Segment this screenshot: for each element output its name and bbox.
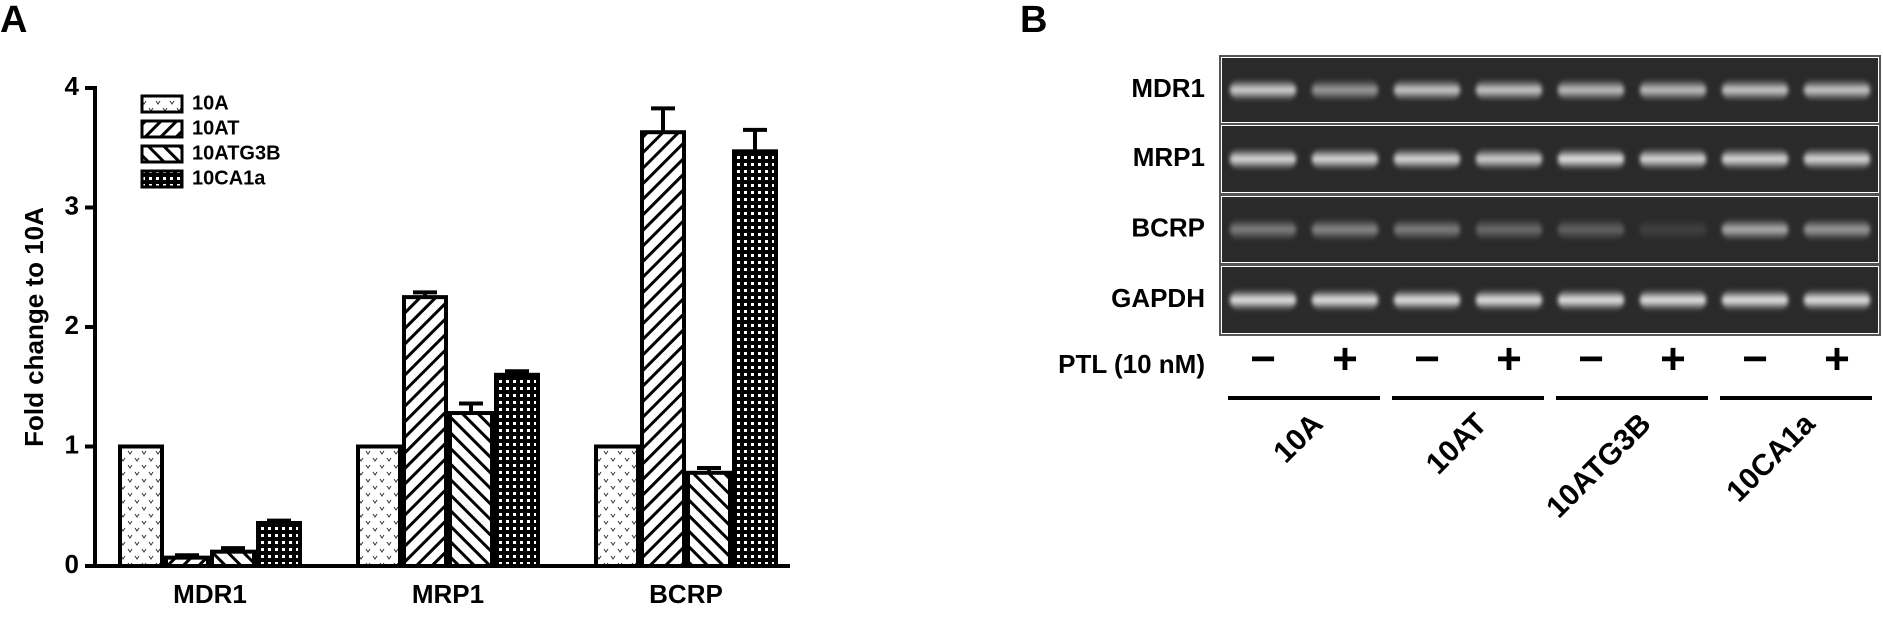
gel-band bbox=[1312, 79, 1378, 101]
panel-label: B bbox=[1020, 0, 1047, 41]
legend-label: 10AT bbox=[192, 117, 239, 139]
legend-swatch bbox=[140, 144, 184, 164]
gel-band bbox=[1476, 289, 1542, 311]
gel-band bbox=[1394, 289, 1460, 311]
gel-row-label: GAPDH bbox=[1111, 283, 1205, 313]
cell-line-label: 10AT bbox=[1420, 407, 1494, 481]
cell-line-label: 10CA1a bbox=[1720, 407, 1821, 508]
gel-band bbox=[1476, 218, 1542, 241]
legend-label: 10CA1a bbox=[192, 167, 266, 189]
legend-swatch bbox=[140, 94, 184, 114]
gel-band bbox=[1476, 79, 1542, 101]
gel-row-label: MRP1 bbox=[1133, 142, 1205, 172]
x-tick-label: BCRP bbox=[649, 579, 723, 609]
legend-swatch bbox=[140, 169, 184, 189]
gel-row-label: MDR1 bbox=[1131, 73, 1205, 103]
gel-band bbox=[1394, 79, 1460, 101]
gel-band bbox=[1640, 79, 1706, 101]
gel-band bbox=[1722, 79, 1788, 101]
gel-band bbox=[1476, 148, 1542, 170]
gel-band bbox=[1640, 289, 1706, 311]
gel-band bbox=[1558, 79, 1624, 101]
treatment-sign: − bbox=[1578, 335, 1604, 384]
treatment-sign: − bbox=[1250, 335, 1276, 384]
gel-band bbox=[1312, 289, 1378, 311]
bar bbox=[118, 444, 164, 568]
treatment-sign: + bbox=[1332, 335, 1358, 384]
gel-band bbox=[1804, 79, 1870, 101]
gel-band bbox=[1558, 289, 1624, 311]
x-tick-label: MRP1 bbox=[412, 579, 484, 609]
gel-band bbox=[1640, 148, 1706, 170]
gel-band bbox=[1230, 218, 1296, 241]
gel: MDR1 MRP1 BCRP GAPDH PTL (10 nM) − + − + − + − +10A 1… bbox=[1058, 55, 1881, 524]
y-axis-label: Fold change to 10A bbox=[19, 207, 49, 447]
gel-band bbox=[1312, 218, 1378, 241]
treatment-sign: − bbox=[1414, 335, 1440, 384]
gel-band bbox=[1230, 148, 1296, 170]
gel-band bbox=[1230, 79, 1296, 101]
gel-band bbox=[1312, 148, 1378, 170]
legend-label: 10A bbox=[192, 92, 229, 114]
treatment-sign: + bbox=[1496, 335, 1522, 384]
gel-band bbox=[1640, 218, 1706, 241]
bar bbox=[164, 555, 210, 569]
treatment-label: PTL (10 nM) bbox=[1058, 349, 1205, 379]
gel-band bbox=[1230, 289, 1296, 311]
bar bbox=[594, 444, 640, 568]
bar bbox=[210, 549, 256, 568]
gel-band bbox=[1804, 218, 1870, 241]
gel-band bbox=[1722, 289, 1788, 311]
treatment-sign: − bbox=[1742, 335, 1768, 384]
y-tick-label: 4 bbox=[65, 71, 80, 101]
gel-band bbox=[1804, 148, 1870, 170]
y-tick-label: 1 bbox=[65, 429, 79, 459]
legend-label: 10ATG3B bbox=[192, 142, 281, 164]
cell-line-label: 10A bbox=[1267, 407, 1329, 469]
gel-band bbox=[1558, 218, 1624, 241]
bar bbox=[356, 444, 402, 568]
y-tick-label: 0 bbox=[65, 549, 79, 579]
bar bbox=[448, 411, 494, 569]
bar bbox=[494, 372, 540, 568]
cell-line-label: 10ATG3B bbox=[1540, 407, 1657, 524]
y-tick-label: 2 bbox=[65, 310, 79, 340]
bar bbox=[640, 130, 686, 568]
bar bbox=[402, 295, 448, 568]
legend-swatch bbox=[140, 119, 184, 139]
treatment-sign: + bbox=[1660, 335, 1686, 384]
y-tick-label: 3 bbox=[65, 190, 79, 220]
x-tick-label: MDR1 bbox=[173, 579, 247, 609]
gel-band bbox=[1804, 289, 1870, 311]
gel-band bbox=[1722, 148, 1788, 170]
bar bbox=[686, 470, 732, 569]
gel-band bbox=[1394, 218, 1460, 241]
treatment-sign: + bbox=[1824, 335, 1850, 384]
gel-row-label: BCRP bbox=[1131, 212, 1205, 242]
bar bbox=[256, 520, 302, 568]
bar bbox=[732, 149, 778, 569]
gel-band bbox=[1722, 218, 1788, 241]
gel-band bbox=[1558, 148, 1624, 170]
gel-band bbox=[1394, 148, 1460, 170]
panel-label: A bbox=[0, 0, 27, 41]
